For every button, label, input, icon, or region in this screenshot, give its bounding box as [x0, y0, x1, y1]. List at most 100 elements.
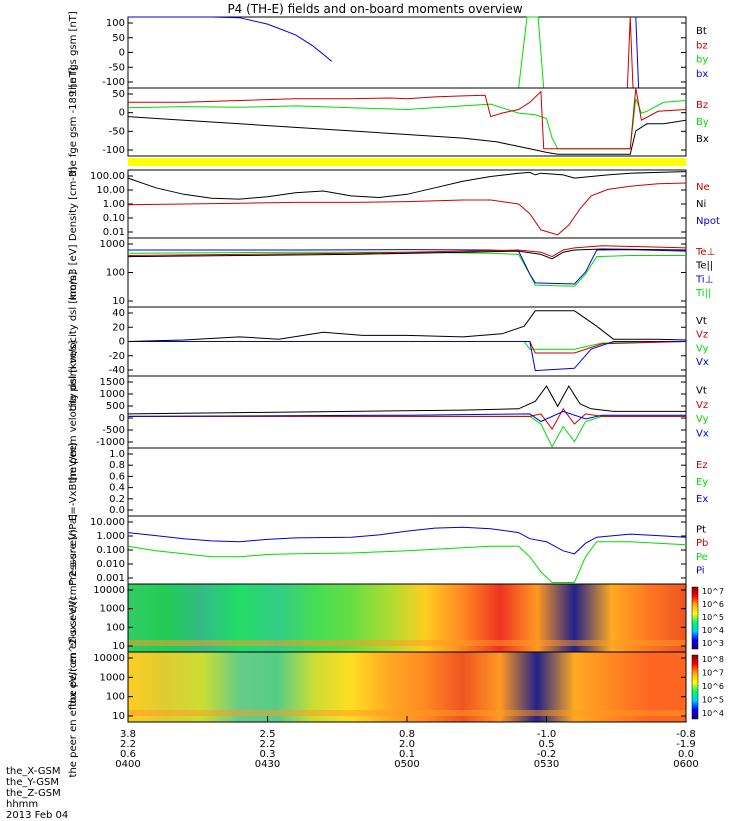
panel-frame	[127, 447, 687, 517]
y-tick-label: 0	[119, 413, 125, 424]
x-tick-label: 0.5	[539, 739, 555, 750]
y-axis-label: the fge gsm -189 [nT]	[68, 67, 79, 176]
colorbar-label: 10^6	[702, 682, 724, 691]
series-line	[635, 16, 640, 89]
y-tick-label: 0.100	[96, 545, 125, 556]
x-tick-label: 0400	[115, 759, 140, 770]
y-tick-label: -500	[102, 425, 125, 436]
colorbar-label: 10^7	[702, 669, 724, 678]
colorbar-label: 10^4	[702, 709, 724, 718]
x-tick-label: 0500	[394, 759, 419, 770]
y-tick-label: 10	[112, 641, 125, 652]
y-tick-label: -50	[109, 126, 125, 137]
y-tick-label: 10000	[93, 653, 125, 664]
y-tick-label: 1000	[100, 672, 125, 683]
legend-entry: Bx	[696, 134, 709, 145]
heatmap-low-band	[128, 640, 686, 646]
x-tick-label: 2.5	[260, 729, 276, 740]
series-line	[127, 541, 687, 583]
series-line	[127, 310, 687, 342]
xaxis-row-label: the_Y-GSM	[6, 777, 60, 788]
legend-entry: Ez	[696, 460, 708, 471]
legend-entry: Vy	[696, 343, 709, 354]
series-line	[127, 98, 687, 150]
y-tick-label: 100	[106, 268, 125, 279]
colorbar-label: 10^7	[702, 587, 724, 596]
y-tick-label: 1000	[100, 604, 125, 615]
series-line	[127, 116, 687, 155]
legend-entry: Vt	[696, 316, 707, 327]
legend-entry: bx	[696, 69, 708, 80]
y-axis-label: the peem velocity dsl [km/s]	[68, 340, 79, 483]
x-tick-label: 3.8	[120, 729, 136, 740]
y-tick-label: 1000	[100, 389, 125, 400]
chart-title: P4 (TH-E) fields and on-board moments ov…	[227, 2, 523, 16]
x-tick-label: -1.0	[537, 729, 557, 740]
legend-entry: Te||	[695, 261, 713, 272]
legend-entry: Te⊥	[695, 247, 715, 258]
legend-entry: Vx	[696, 429, 709, 440]
y-tick-label: 50	[112, 33, 125, 44]
y-tick-label: 500	[106, 401, 125, 412]
y-tick-label: -50	[109, 62, 125, 73]
legend-entry: Ne	[696, 182, 710, 193]
y-tick-label: 0.8	[109, 460, 125, 471]
legend-entry: by	[696, 55, 708, 66]
y-axis-label: mom3 [eV]	[68, 244, 79, 300]
y-tick-label: 0.010	[96, 559, 125, 570]
y-tick-label: 10	[112, 711, 125, 722]
x-tick-label: 2.0	[399, 739, 415, 750]
x-tick-label: -0.2	[537, 749, 557, 760]
y-axis-label: the peer en eflux eV/(cm^2-s-sr-eV)	[68, 596, 79, 777]
panel-frame	[127, 515, 687, 585]
xaxis-row-label: the_X-GSM	[6, 766, 61, 777]
x-tick-label: -1.9	[676, 739, 696, 750]
legend-entry: Vz	[696, 330, 708, 341]
series-line	[127, 245, 687, 258]
x-tick-label: 0.0	[678, 749, 694, 760]
series-line	[128, 249, 687, 285]
y-tick-label: 0.10	[103, 213, 125, 224]
legend-entry: Vz	[696, 400, 708, 411]
legend-entry: Pi	[696, 565, 705, 576]
y-tick-label: 0	[119, 108, 125, 119]
x-tick-label: 2.2	[260, 739, 276, 750]
legend-entry: Bz	[696, 100, 708, 111]
panel-frame	[127, 87, 687, 157]
y-tick-label: 100.00	[90, 171, 125, 182]
x-tick-label: 0.8	[399, 729, 415, 740]
panel-frame	[127, 237, 687, 308]
legend-entry: Pb	[696, 538, 708, 549]
y-tick-label: 100	[106, 692, 125, 703]
panel-frame	[127, 375, 687, 449]
legend-entry: Ni	[696, 199, 706, 210]
y-tick-label: 0.4	[109, 483, 125, 494]
series-line	[128, 415, 686, 448]
y-axis-label: the peim velocity dsl [km/s]	[68, 272, 79, 412]
legend-entry: Ti⊥	[695, 274, 713, 285]
series-line	[127, 171, 687, 200]
legend-entry: Ex	[696, 494, 708, 505]
y-tick-label: 0.6	[109, 471, 125, 482]
y-tick-label: -100	[102, 145, 125, 156]
colorbar-label: 10^4	[702, 626, 724, 635]
series-line	[128, 407, 686, 431]
y-tick-label: -40	[109, 365, 125, 376]
colorbar-label: 10^3	[702, 639, 724, 648]
legend-entry: Vy	[696, 414, 709, 425]
y-tick-label: 0.2	[109, 494, 125, 505]
x-tick-label: 0530	[534, 759, 559, 770]
colorbar-label: 10^5	[702, 613, 724, 622]
y-tick-label: 1.000	[96, 531, 125, 542]
series-line	[128, 87, 687, 150]
y-axis-label: Density [cm-3]	[68, 167, 79, 241]
series-line	[127, 248, 687, 260]
y-tick-label: -20	[109, 351, 125, 362]
y-tick-label: 0	[119, 337, 125, 348]
legend-entry: Pt	[696, 525, 706, 536]
y-tick-label: 10.000	[90, 517, 125, 528]
legend-entry: bz	[696, 40, 708, 51]
separator-bar	[128, 158, 686, 166]
series-line	[128, 341, 686, 372]
y-tick-label: 1000	[100, 239, 125, 250]
